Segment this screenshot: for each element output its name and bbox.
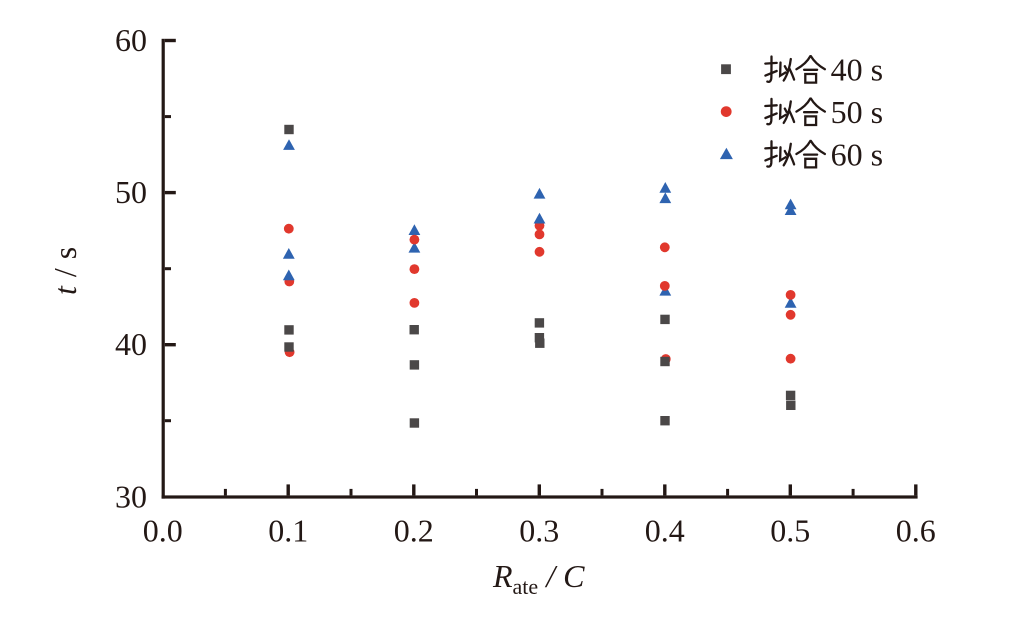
svg-text:60: 60 (115, 22, 147, 58)
svg-text:0.5: 0.5 (770, 513, 810, 549)
svg-text:0.0: 0.0 (143, 513, 183, 549)
svg-text:Rate / C: Rate / C (492, 558, 585, 599)
svg-text:60 s: 60 s (831, 136, 883, 172)
svg-text:50 s: 50 s (831, 94, 883, 130)
svg-text:40 s: 40 s (831, 52, 883, 88)
svg-text:0.2: 0.2 (394, 513, 434, 549)
svg-text:40: 40 (115, 326, 147, 362)
svg-text:t / s: t / s (47, 246, 83, 295)
svg-text:30: 30 (115, 478, 147, 514)
svg-text:50: 50 (115, 174, 147, 210)
svg-text:0.1: 0.1 (268, 513, 308, 549)
svg-text:0.6: 0.6 (896, 513, 936, 549)
svg-text:0.3: 0.3 (519, 513, 559, 549)
svg-text:0.4: 0.4 (645, 513, 685, 549)
